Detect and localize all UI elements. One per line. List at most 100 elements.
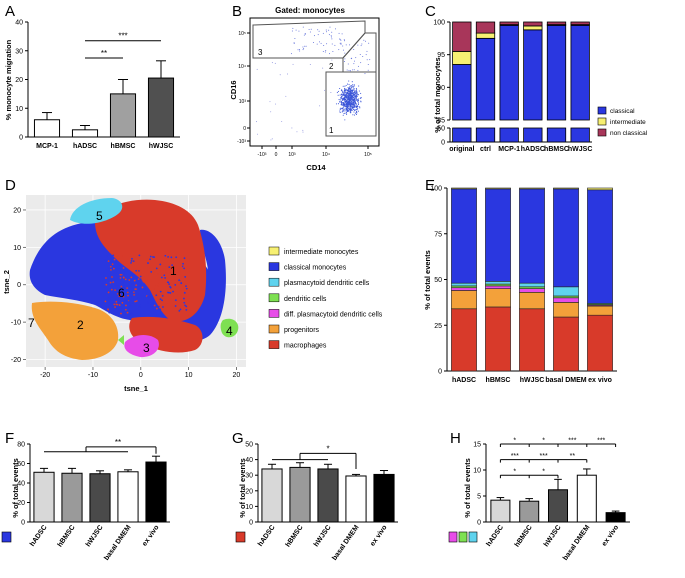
tsne-event (104, 259, 107, 262)
panel-e-chart: % of total events 0 25 50 75 100 hADSC hBMSC hW… (423, 186, 617, 384)
event-dot (345, 90, 347, 92)
panelF-marks-category-label: hBMSC (57, 524, 77, 548)
tsne-event (112, 289, 115, 291)
event-dot (355, 105, 357, 107)
event-dot (298, 30, 300, 32)
event-dot (328, 29, 330, 31)
event-dot (343, 39, 345, 41)
event-dot (349, 93, 351, 95)
panel-e-category-label: hADSC (452, 377, 476, 384)
event-dot (350, 97, 352, 99)
event-dot (312, 41, 314, 43)
tsne-event (148, 296, 151, 299)
event-dot (349, 86, 351, 88)
panelH-marks-ytick-label: 10 (473, 468, 481, 475)
tsne-event (127, 294, 129, 297)
panel-d-xlabel: tsne_1 (124, 384, 148, 393)
event-dot (342, 90, 344, 93)
event-dot (357, 110, 359, 112)
event-dot (339, 94, 341, 96)
tsne-event (161, 294, 164, 297)
panel-e-ylabel: % of total events (423, 250, 432, 310)
event-dot (332, 50, 334, 52)
panelG-marks-bar (373, 473, 395, 523)
tsne-event (126, 287, 129, 290)
cluster-diff-pdc (124, 334, 159, 358)
event-dot (338, 49, 340, 51)
tsne-event (188, 302, 191, 305)
panel-e-bar-segment (519, 308, 545, 372)
sig-label-a-2: *** (118, 32, 127, 41)
panel-e-bar-segment (553, 187, 579, 190)
event-dot (330, 92, 332, 93)
event-dot (355, 90, 357, 92)
event-dot (342, 101, 345, 104)
tsne-event (119, 273, 122, 276)
panel-e-bar-segment (451, 187, 477, 190)
panelG-marks-bar (345, 475, 367, 523)
panel-d-xtick-label: 10 (185, 372, 193, 379)
panelG-marks-ytick-label: 0 (249, 520, 253, 527)
panelH-marks-ytick-label: 0 (477, 520, 481, 527)
event-dot (347, 63, 349, 65)
tsne-event (135, 300, 138, 302)
tsne-event (174, 290, 177, 293)
tsne-event (139, 275, 142, 278)
event-dot (339, 100, 341, 102)
tsne-event (117, 293, 120, 296)
panel-b-xtick-label: -10³ (258, 152, 267, 158)
panel-b-xlabel: CD14 (306, 163, 326, 172)
panel-c-bar-classical (570, 24, 590, 121)
tsne-event (127, 266, 130, 269)
event-dot (354, 100, 356, 102)
tsne-event (125, 302, 128, 305)
panel-label-a: A (5, 3, 15, 20)
panel-label-h: H (450, 430, 461, 447)
panel-b-xtick-label: 10³ (288, 152, 296, 158)
tsne-event (188, 259, 191, 262)
panel-e-bar-segment (485, 306, 511, 372)
tsne-event (159, 281, 162, 283)
tsne-event (131, 283, 134, 285)
panel-h-ylabel: % of total events (463, 458, 472, 518)
event-dot (339, 42, 341, 44)
event-dot (355, 57, 357, 59)
event-dot (302, 49, 304, 51)
event-dot (355, 106, 357, 108)
event-dot (347, 110, 349, 113)
panelA-marks-bar (109, 93, 137, 138)
tsne-event (155, 267, 158, 270)
tsne-event (107, 297, 109, 299)
panel-d-xtick-label: -20 (40, 372, 50, 379)
event-dot (269, 101, 271, 103)
tsne-event (152, 287, 155, 290)
event-dot (354, 95, 356, 97)
tsne-event (128, 279, 131, 281)
panel-e-bar-segment (553, 316, 579, 372)
sig-label-h: *** (511, 453, 519, 460)
tsne-event (152, 256, 154, 258)
event-dot (344, 99, 346, 101)
panel-label-c: C (425, 3, 436, 20)
event-dot (326, 31, 328, 33)
sig-label-h: ** (570, 453, 576, 460)
panel-h-swatch-diff-pdc (448, 531, 458, 543)
event-dot (348, 70, 350, 72)
panel-e-bar-segment (451, 287, 477, 291)
event-dot (357, 103, 359, 105)
tsne-legend-swatch (268, 309, 280, 318)
event-dot (347, 97, 350, 99)
event-dot (339, 110, 341, 112)
tsne-event (111, 276, 113, 278)
event-dot (347, 91, 349, 94)
event-dot (343, 97, 346, 99)
event-dot (319, 105, 321, 107)
tsne-event (168, 283, 170, 286)
event-dot (341, 94, 344, 96)
panelA-marks-bar (147, 77, 175, 138)
tsne-event (158, 277, 161, 280)
event-dot (345, 105, 347, 107)
panelA-marks-ytick-label: 30 (15, 48, 23, 55)
tsne-event (109, 265, 112, 268)
event-dot (316, 43, 318, 45)
